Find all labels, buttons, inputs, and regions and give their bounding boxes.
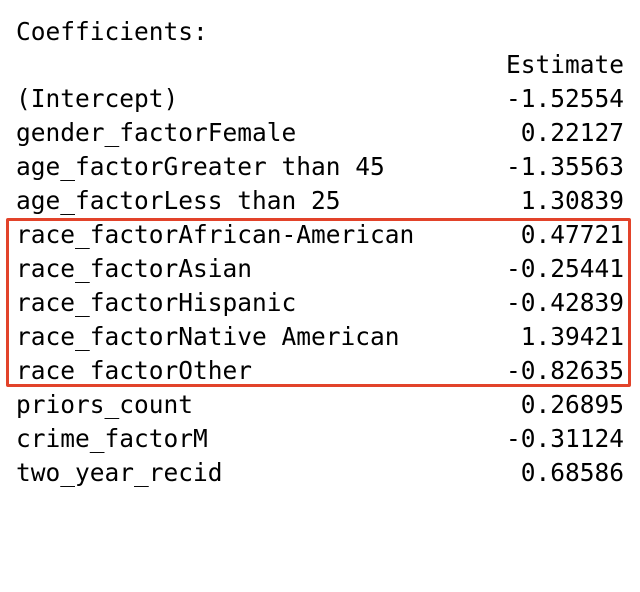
term-name: crime_factorM bbox=[16, 424, 208, 453]
estimate-value: 0.47721 bbox=[520, 220, 624, 249]
estimate-column-label: Estimate bbox=[505, 50, 624, 79]
term-name: two_year_recid bbox=[16, 458, 223, 487]
estimate-value: 1.30839 bbox=[520, 186, 624, 215]
term-name: age_factorLess than 25 bbox=[16, 186, 341, 215]
coefficients-heading: Coefficients: bbox=[16, 17, 208, 46]
term-name: age_factorGreater than 45 bbox=[16, 152, 385, 181]
column-header-row: Estimate bbox=[16, 48, 624, 82]
coefficients-output: Coefficients: Estimate (Intercept) -1.52… bbox=[16, 16, 624, 490]
coefficient-row: priors_count 0.26895 bbox=[16, 388, 624, 422]
estimate-value: -0.42839 bbox=[505, 288, 624, 317]
term-name: race_factorNative American bbox=[16, 322, 400, 351]
estimate-value: 0.68586 bbox=[520, 458, 624, 487]
coefficient-row: age_factorGreater than 45 -1.35563 bbox=[16, 150, 624, 184]
coefficient-row-highlighted: race_factorNative American 1.39421 bbox=[16, 320, 624, 354]
estimate-value: -1.52554 bbox=[505, 84, 624, 113]
estimate-value: 0.22127 bbox=[520, 118, 624, 147]
term-name: race_factorAfrican-American bbox=[16, 220, 415, 249]
coefficient-row-highlighted: race_factorAfrican-American 0.47721 bbox=[16, 218, 624, 252]
coefficient-row: age_factorLess than 25 1.30839 bbox=[16, 184, 624, 218]
term-name: priors_count bbox=[16, 390, 194, 419]
coefficient-row: gender_factorFemale 0.22127 bbox=[16, 116, 624, 150]
estimate-value: -0.25441 bbox=[505, 254, 624, 283]
coefficient-row-highlighted: race_factorHispanic -0.42839 bbox=[16, 286, 624, 320]
estimate-value: -1.35563 bbox=[505, 152, 624, 181]
estimate-value: 1.39421 bbox=[520, 322, 624, 351]
coefficient-row: two_year_recid 0.68586 bbox=[16, 456, 624, 490]
term-name: race_factorHispanic bbox=[16, 288, 297, 317]
coefficient-row-highlighted: race_factorAsian -0.25441 bbox=[16, 252, 624, 286]
coefficient-row: crime_factorM -0.31124 bbox=[16, 422, 624, 456]
coefficient-row-highlighted: race_factorOther -0.82635 bbox=[16, 354, 624, 388]
coefficient-row: (Intercept) -1.52554 bbox=[16, 82, 624, 116]
estimate-value: 0.26895 bbox=[520, 390, 624, 419]
term-name: (Intercept) bbox=[16, 84, 179, 113]
estimate-value: -0.31124 bbox=[505, 424, 624, 453]
term-name: gender_factorFemale bbox=[16, 118, 297, 147]
term-name: race_factorOther bbox=[16, 356, 253, 385]
estimate-value: -0.82635 bbox=[505, 356, 624, 385]
term-name: race_factorAsian bbox=[16, 254, 253, 283]
